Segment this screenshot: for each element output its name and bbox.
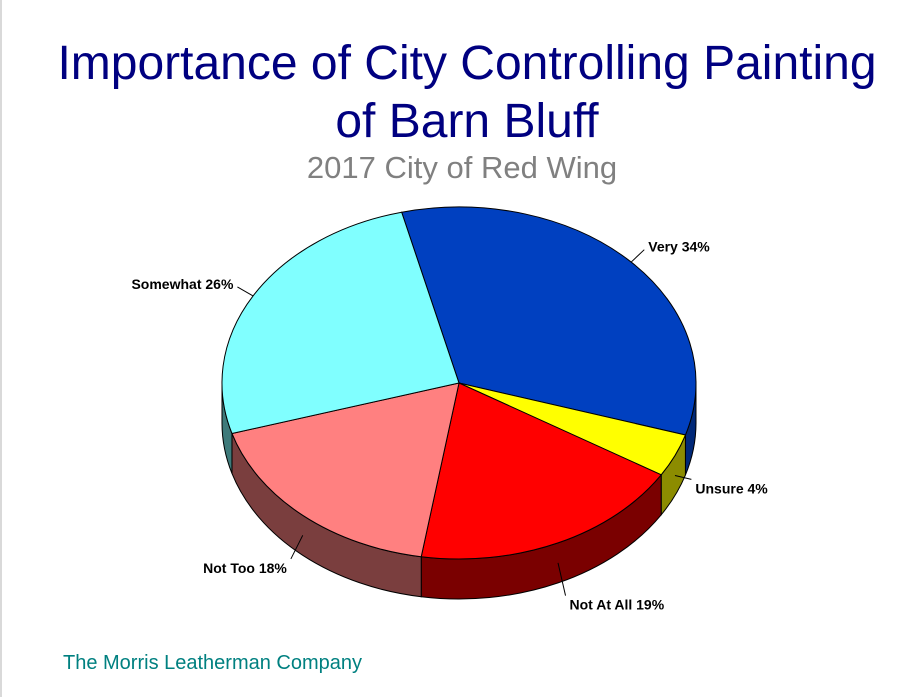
- pie-slice-not-too: [231, 382, 460, 558]
- footer-company: The Morris Leatherman Company: [63, 652, 363, 674]
- leader-line-somewhat: [237, 286, 254, 297]
- leader-line-not-too: [290, 535, 304, 560]
- pie-label-somewhat: Somewhat 26%: [131, 276, 233, 292]
- pie-label-very: Very 34%: [648, 239, 710, 255]
- pie-slice-not-at-all: [420, 382, 662, 560]
- pie-label-not-at-all: Not At All 19%: [570, 597, 665, 613]
- left-edge-rule: [0, 0, 2, 697]
- pie-label-not-too: Not Too 18%: [203, 560, 287, 576]
- leader-line-unsure: [674, 474, 692, 480]
- chart-title-line-1: Importance of City Controlling Painting: [57, 37, 877, 90]
- leader-line-not-at-all: [557, 562, 567, 596]
- leader-line-very: [630, 249, 645, 263]
- chart-title-line-2: of Barn Bluff: [335, 95, 599, 148]
- chart-subtitle: 2017 City of Red Wing: [306, 150, 618, 185]
- pie-label-unsure: Unsure 4%: [695, 480, 768, 496]
